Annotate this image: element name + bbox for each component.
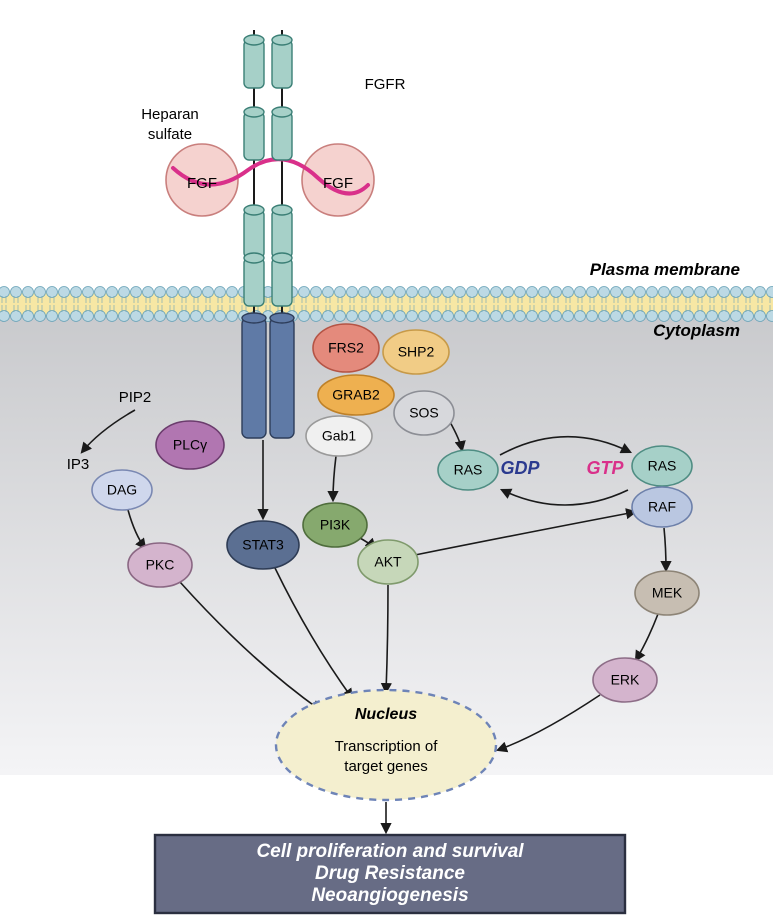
plasma-membrane-label: Plasma membrane bbox=[590, 260, 740, 279]
pathway-diagram: Plasma membrane Cytoplasm FGF FGF Heparan… bbox=[0, 0, 773, 923]
nucleus-line1: Transcription of bbox=[335, 738, 439, 755]
node-erk: ERK bbox=[593, 658, 657, 702]
node-raf: RAF bbox=[632, 487, 692, 527]
outcome-box: Cell proliferation and survival Drug Res… bbox=[155, 835, 625, 913]
svg-text:Gab1: Gab1 bbox=[322, 428, 356, 444]
svg-text:RAS: RAS bbox=[454, 462, 483, 478]
pip2-label: PIP2 bbox=[119, 389, 152, 406]
svg-text:SHP2: SHP2 bbox=[398, 344, 435, 360]
svg-text:ERK: ERK bbox=[611, 672, 640, 688]
node-dag: DAG bbox=[92, 470, 152, 510]
svg-text:FGF: FGF bbox=[323, 175, 353, 192]
svg-text:FRS2: FRS2 bbox=[328, 340, 364, 356]
svg-text:DAG: DAG bbox=[107, 482, 137, 498]
fgfr-label: FGFR bbox=[365, 76, 406, 93]
outcome-line1: Cell proliferation and survival bbox=[256, 841, 524, 862]
node-plcg: PLCγ bbox=[156, 421, 224, 469]
nucleus-line2: target genes bbox=[344, 758, 427, 775]
nucleus-title: Nucleus bbox=[355, 706, 417, 723]
svg-text:PLCγ: PLCγ bbox=[173, 437, 207, 453]
node-shp2: SHP2 bbox=[383, 330, 449, 374]
outcome-line2: Drug Resistance bbox=[315, 863, 465, 884]
node-stat3: STAT3 bbox=[227, 521, 299, 569]
gtp-label: GTP bbox=[586, 458, 624, 478]
svg-text:SOS: SOS bbox=[409, 405, 439, 421]
ip3-label: IP3 bbox=[67, 456, 90, 473]
svg-text:PI3K: PI3K bbox=[320, 517, 351, 533]
plasma-membrane bbox=[0, 287, 773, 322]
node-ras_r: RAS bbox=[632, 446, 692, 486]
nucleus: Nucleus Transcription of target genes bbox=[276, 690, 496, 800]
heparan-label-2: sulfate bbox=[148, 126, 192, 143]
svg-text:MEK: MEK bbox=[652, 585, 683, 601]
node-pkc: PKC bbox=[128, 543, 192, 587]
svg-text:GRAB2: GRAB2 bbox=[332, 387, 380, 403]
node-gab1: Gab1 bbox=[306, 416, 372, 456]
gdp-label: GDP bbox=[500, 458, 540, 478]
node-frs2: FRS2 bbox=[313, 324, 379, 372]
svg-text:AKT: AKT bbox=[374, 554, 402, 570]
svg-text:RAS: RAS bbox=[648, 458, 677, 474]
node-sos: SOS bbox=[394, 391, 454, 435]
outcome-line3: Neoangiogenesis bbox=[311, 885, 468, 906]
svg-text:FGF: FGF bbox=[187, 175, 217, 192]
node-grab2: GRAB2 bbox=[318, 375, 394, 415]
svg-text:PKC: PKC bbox=[146, 557, 175, 573]
cytoplasm-label: Cytoplasm bbox=[653, 321, 740, 340]
node-akt: AKT bbox=[358, 540, 418, 584]
node-mek: MEK bbox=[635, 571, 699, 615]
heparan-label-1: Heparan bbox=[141, 106, 199, 123]
node-ras_l: RAS bbox=[438, 450, 498, 490]
svg-text:RAF: RAF bbox=[648, 499, 676, 515]
svg-text:STAT3: STAT3 bbox=[242, 537, 284, 553]
node-pi3k: PI3K bbox=[303, 503, 367, 547]
